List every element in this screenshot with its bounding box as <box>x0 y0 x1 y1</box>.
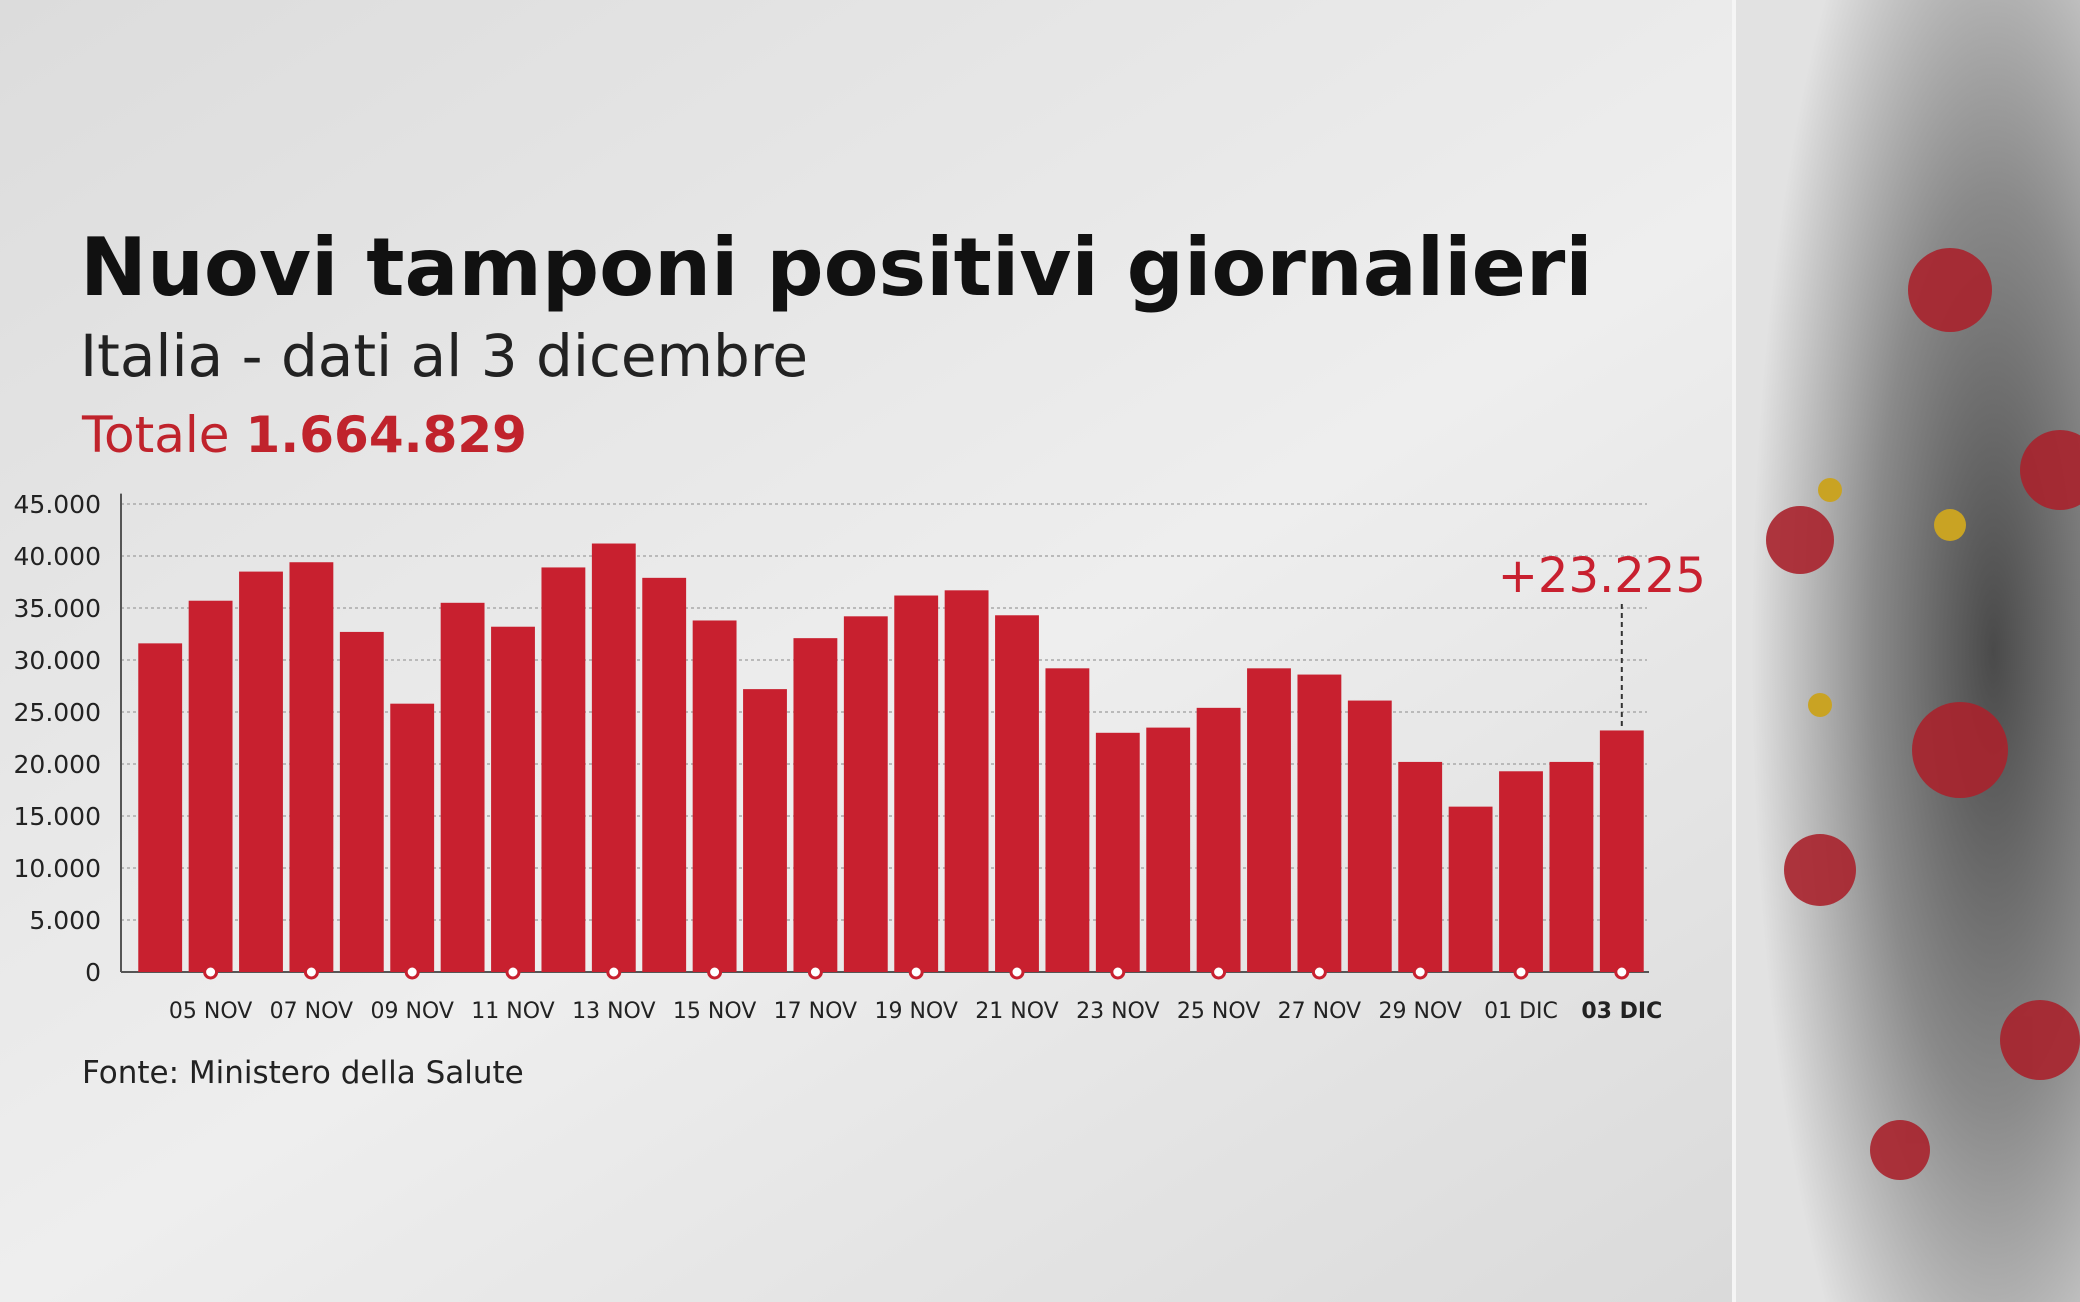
y-tick-label: 10.000 <box>14 854 101 883</box>
total-label: Totale <box>81 406 230 464</box>
bar <box>944 590 989 972</box>
virus-panel <box>1734 0 2080 1302</box>
x-tick-dot <box>1110 964 1126 980</box>
bar <box>591 543 636 972</box>
y-tick-label: 45.000 <box>14 490 101 519</box>
x-tick-label: 21 NOV <box>975 999 1058 1024</box>
y-tick-label: 35.000 <box>14 594 101 623</box>
bar <box>894 595 939 972</box>
x-tick-label: 19 NOV <box>874 999 957 1024</box>
bar <box>843 616 888 972</box>
bar <box>743 689 787 972</box>
x-tick-dot <box>807 964 823 980</box>
y-tick-label: 15.000 <box>14 802 101 831</box>
virus-dots <box>1808 478 1966 717</box>
x-tick-dot <box>707 964 723 980</box>
x-tick-label: 25 NOV <box>1177 999 1260 1024</box>
x-tick-dot <box>303 964 319 980</box>
x-tick-dot <box>908 964 924 980</box>
bar <box>1095 732 1140 972</box>
x-tick-dot <box>1412 964 1428 980</box>
x-tick-dot <box>606 964 622 980</box>
bar <box>1599 730 1644 972</box>
bar <box>642 577 687 972</box>
bar <box>995 615 1039 972</box>
x-tick-dot <box>1513 964 1529 980</box>
bar <box>1347 700 1392 972</box>
total: Totale 1.664.829 <box>81 406 527 464</box>
bar <box>1045 668 1090 972</box>
bar <box>188 600 233 972</box>
bar <box>1297 674 1342 972</box>
bar <box>1448 806 1493 972</box>
bar <box>1549 761 1594 972</box>
bar <box>1499 771 1543 972</box>
x-tick-dot <box>505 964 521 980</box>
bar <box>440 602 485 972</box>
x-tick-label: 09 NOV <box>370 999 453 1024</box>
chart-subtitle: Italia - dati al 3 dicembre <box>80 322 808 390</box>
bar <box>390 703 435 972</box>
x-tick-label: 13 NOV <box>572 999 655 1024</box>
bar <box>339 631 384 972</box>
bar <box>793 638 838 972</box>
y-tick-label: 25.000 <box>14 698 101 727</box>
x-tick-label: 03 DIC <box>1581 999 1662 1024</box>
y-tick-label: 0 <box>85 958 101 987</box>
x-tick-label: 17 NOV <box>774 999 857 1024</box>
x-tick-dot <box>1614 964 1630 980</box>
chart-title: Nuovi tamponi positivi giornalieri <box>80 221 1593 314</box>
bar <box>541 567 586 972</box>
x-tick-dot <box>203 964 219 980</box>
x-tick-label: 05 NOV <box>169 999 252 1024</box>
bar <box>1247 668 1291 972</box>
bar <box>1146 727 1191 972</box>
x-tick-label: 27 NOV <box>1278 999 1361 1024</box>
y-tick-label: 40.000 <box>14 542 101 571</box>
bar <box>692 620 737 972</box>
y-tick-label: 5.000 <box>29 906 101 935</box>
x-tick-dot <box>404 964 420 980</box>
bar <box>491 626 535 972</box>
bar <box>1196 707 1241 972</box>
bar <box>289 562 334 972</box>
bar <box>1398 761 1443 972</box>
x-tick-label: 07 NOV <box>270 999 353 1024</box>
x-tick-label: 29 NOV <box>1378 999 1461 1024</box>
x-tick-dot <box>1311 964 1327 980</box>
x-tick-label: 23 NOV <box>1076 999 1159 1024</box>
x-tick-label: 11 NOV <box>471 999 554 1024</box>
x-tick-dot <box>1009 964 1025 980</box>
value-label: +23.225 <box>1498 548 1706 604</box>
x-tick-label: 01 DIC <box>1484 999 1558 1024</box>
bar <box>239 571 283 972</box>
x-tick-dot <box>1211 964 1227 980</box>
virus-spikes <box>1766 248 2080 1180</box>
bar <box>138 643 183 972</box>
y-tick-label: 30.000 <box>14 646 101 675</box>
x-tick-label: 15 NOV <box>673 999 756 1024</box>
total-value: 1.664.829 <box>245 406 527 464</box>
y-tick-label: 20.000 <box>14 750 101 779</box>
source: Fonte: Ministero della Salute <box>82 1055 524 1091</box>
